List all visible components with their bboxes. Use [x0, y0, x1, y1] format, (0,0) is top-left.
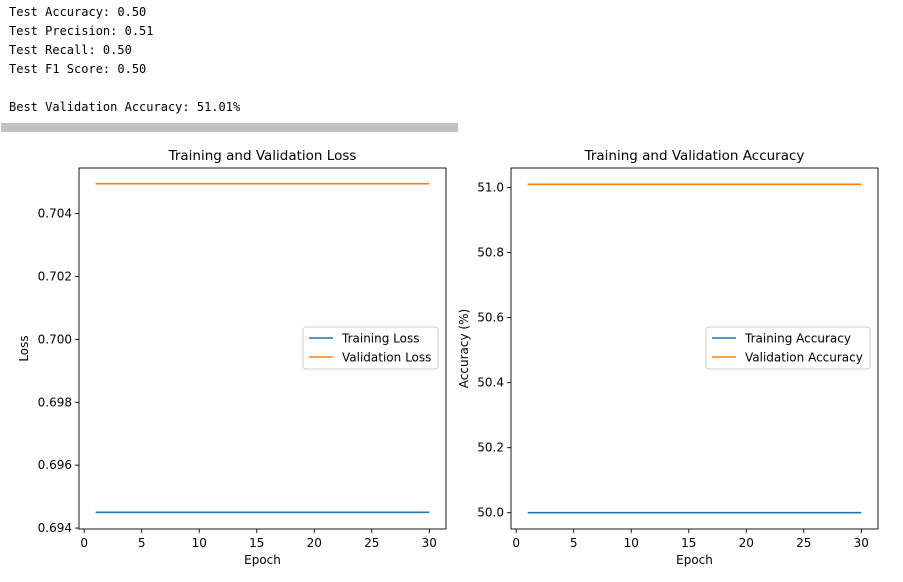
y-tick-label: 0.694	[38, 521, 72, 535]
x-tick-label: 10	[624, 536, 639, 550]
x-tick-label: 20	[307, 536, 322, 550]
console-output: Test Accuracy: 0.50 Test Precision: 0.51 T…	[9, 3, 240, 117]
y-tick-label: 0.696	[38, 458, 72, 472]
legend: Training Loss Validation Loss	[302, 326, 439, 370]
x-tick-label: 30	[422, 536, 437, 550]
x-tick-label: 5	[138, 536, 146, 550]
y-tick-label: 50.0	[477, 506, 504, 520]
y-tick-label: 0.700	[38, 332, 72, 346]
x-tick-label: 25	[364, 536, 379, 550]
chart-title: Training and Validation Loss	[168, 148, 357, 164]
console-line: Test F1 Score: 0.50	[9, 62, 147, 76]
x-tick-label: 0	[512, 536, 520, 550]
legend-entry-1: Validation Loss	[342, 351, 431, 365]
y-tick-label: 51.0	[477, 181, 504, 195]
y-tick-label: 50.8	[477, 246, 504, 260]
plot-frame	[78, 167, 447, 530]
legend-box	[705, 326, 871, 370]
chart-0: Training and Validation Loss 0 5 10 15 20 25 30…	[17, 148, 447, 567]
plot-frame	[510, 167, 879, 530]
x-axis-label: Epoch	[244, 553, 281, 567]
horizontal-scrollbar[interactable]	[1, 123, 458, 132]
x-tick-label: 5	[570, 536, 578, 550]
legend-entry-1: Validation Accuracy	[745, 351, 863, 365]
x-tick-label: 30	[854, 536, 869, 550]
x-tick-label: 25	[796, 536, 811, 550]
legend-box	[302, 326, 439, 370]
console-line: Test Precision: 0.51	[9, 24, 154, 38]
console-line: Test Accuracy: 0.50	[9, 5, 147, 19]
x-tick-label: 15	[249, 536, 264, 550]
x-tick-label: 15	[681, 536, 696, 550]
console-line: Test Recall: 0.50	[9, 43, 132, 57]
x-axis-label: Epoch	[676, 553, 713, 567]
y-tick-label: 0.702	[38, 269, 72, 283]
y-tick-label: 50.6	[477, 311, 504, 325]
x-tick-label: 20	[739, 536, 754, 550]
x-tick-label: 0	[80, 536, 88, 550]
legend: Training Accuracy Validation Accuracy	[705, 326, 871, 370]
y-axis-label: Loss	[17, 335, 31, 361]
legend-entry-0: Training Accuracy	[744, 332, 851, 346]
y-tick-label: 50.2	[477, 441, 504, 455]
chart-1: Training and Validation Accuracy 0 5 10 15 20…	[457, 148, 879, 567]
y-axis-label: Accuracy (%)	[457, 309, 471, 388]
console-line: Best Validation Accuracy: 51.01%	[9, 100, 241, 114]
x-tick-label: 10	[192, 536, 207, 550]
y-tick-label: 0.698	[38, 395, 72, 409]
y-tick-label: 50.4	[477, 376, 504, 390]
y-tick-label: 0.704	[38, 207, 72, 221]
legend-entry-0: Training Loss	[341, 332, 419, 346]
chart-title: Training and Validation Accuracy	[584, 148, 805, 164]
